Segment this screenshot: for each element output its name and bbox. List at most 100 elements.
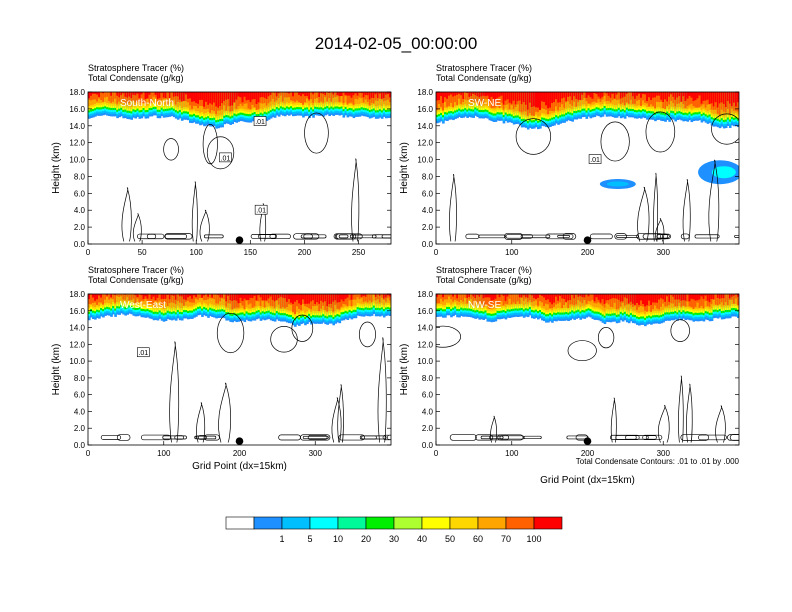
contour-blob	[334, 233, 354, 240]
contour-column	[653, 172, 659, 242]
contour-blob	[100, 435, 122, 440]
tracer-field	[436, 294, 739, 327]
section-title: NW-SE	[468, 300, 501, 311]
colorbar-swatch	[309, 516, 339, 530]
contour-loop	[597, 327, 615, 349]
x-tick-label: 300	[657, 248, 671, 257]
y-tick-label: 12.0	[417, 139, 433, 148]
condensate-contours	[100, 312, 391, 443]
y-tick-label: 0.0	[422, 441, 434, 450]
contour-column	[218, 382, 231, 443]
x-tick-label: 250	[352, 248, 366, 257]
contour-blob	[734, 234, 739, 238]
colorbar-label: 50	[445, 534, 455, 544]
panels-group: Stratosphere Tracer (%)Total Condensate …	[51, 63, 740, 486]
x-tick-label: 300	[309, 449, 323, 458]
contour-blob	[146, 233, 157, 239]
colorbar-label: 100	[526, 534, 541, 544]
colorbar-label: 1	[279, 534, 284, 544]
y-tick-label: 4.0	[422, 407, 434, 416]
contour-blob	[465, 233, 480, 240]
y-tick-label: 14.0	[417, 122, 433, 131]
x-tick-label: 200	[581, 248, 595, 257]
x-tick-label: 200	[298, 248, 312, 257]
contour-blob	[116, 434, 131, 441]
contour-column	[169, 341, 180, 443]
label-condensate: Total Condensate (g/kg)	[88, 275, 184, 285]
condensate-contours	[436, 319, 739, 443]
contour-blob	[562, 233, 577, 240]
colorbar-label: 10	[333, 534, 343, 544]
y-tick-label: 12.0	[69, 139, 85, 148]
contour-blob	[698, 434, 727, 441]
y-tick-label: 12.0	[417, 340, 433, 349]
contour-loop	[216, 312, 245, 354]
location-marker	[583, 437, 592, 446]
contour-blob	[566, 435, 589, 440]
contour-note: Total Condensate Contours: .01 to .01 by…	[576, 457, 740, 466]
y-tick-label: 0.0	[422, 240, 434, 249]
label-condensate: Total Condensate (g/kg)	[436, 275, 532, 285]
y-tick-label: 4.0	[74, 407, 86, 416]
colorbar-swatch	[253, 516, 283, 530]
tracer-field	[436, 92, 739, 190]
x-tick-label: 100	[157, 449, 171, 458]
contour-blob	[523, 435, 542, 440]
y-tick-label: 10.0	[69, 357, 85, 366]
y-tick-label: 10.0	[417, 156, 433, 165]
contour-blob	[478, 234, 506, 239]
contour-blob	[333, 233, 357, 240]
y-tick-label: 0.0	[74, 441, 86, 450]
contour-blob	[250, 234, 276, 239]
contour-label: .01	[138, 350, 148, 357]
y-axis-label: Height (km)	[51, 344, 62, 396]
page-title: 2014-02-05_00:00:00	[315, 34, 478, 53]
y-tick-label: 8.0	[422, 172, 434, 181]
contour-loop	[436, 325, 462, 348]
y-tick-label: 16.0	[69, 105, 85, 114]
contour-blob	[164, 233, 187, 239]
y-tick-label: 4.0	[74, 206, 86, 215]
contour-loop	[670, 319, 690, 342]
y-tick-label: 2.0	[422, 424, 434, 433]
y-tick-label: 18.0	[417, 88, 433, 97]
contour-column	[715, 405, 726, 443]
contour-blob	[660, 233, 672, 240]
label-tracer: Stratosphere Tracer (%)	[88, 265, 184, 275]
contour-column	[678, 375, 684, 443]
colorbar-label: 5	[307, 534, 312, 544]
y-tick-label: 6.0	[74, 189, 86, 198]
contour-blob	[642, 434, 663, 441]
contour-column	[657, 405, 670, 443]
x-tick-label: 300	[657, 449, 671, 458]
contour-blob	[504, 233, 523, 240]
contour-loop	[567, 340, 597, 362]
section-title: West-East	[120, 300, 166, 311]
contour-label: .01	[590, 157, 600, 164]
contour-blob	[258, 234, 277, 239]
y-axis-label: Height (km)	[399, 344, 410, 396]
label-condensate: Total Condensate (g/kg)	[436, 73, 532, 83]
contour-blob	[194, 435, 217, 440]
contour-blob	[614, 233, 628, 240]
contour-column	[637, 186, 650, 242]
contour-blob	[636, 233, 664, 240]
x-tick-label: 100	[505, 449, 519, 458]
y-tick-label: 18.0	[69, 88, 85, 97]
contour-loop	[711, 113, 739, 145]
x-tick-label: 100	[190, 248, 204, 257]
colorbar-swatch	[337, 516, 367, 530]
tracer-field	[88, 92, 391, 129]
colorbar-swatch	[281, 516, 311, 530]
contour-blob	[475, 434, 494, 441]
y-tick-label: 18.0	[417, 290, 433, 299]
contour-column	[708, 159, 720, 242]
contour-label-box	[253, 116, 267, 126]
contour-loop	[270, 326, 298, 353]
y-tick-label: 10.0	[417, 357, 433, 366]
colorbar-swatch	[393, 516, 423, 530]
contour-blob	[162, 435, 187, 440]
contour-column	[199, 209, 210, 242]
y-tick-label: 2.0	[74, 424, 86, 433]
colorbar-label: 70	[501, 534, 511, 544]
